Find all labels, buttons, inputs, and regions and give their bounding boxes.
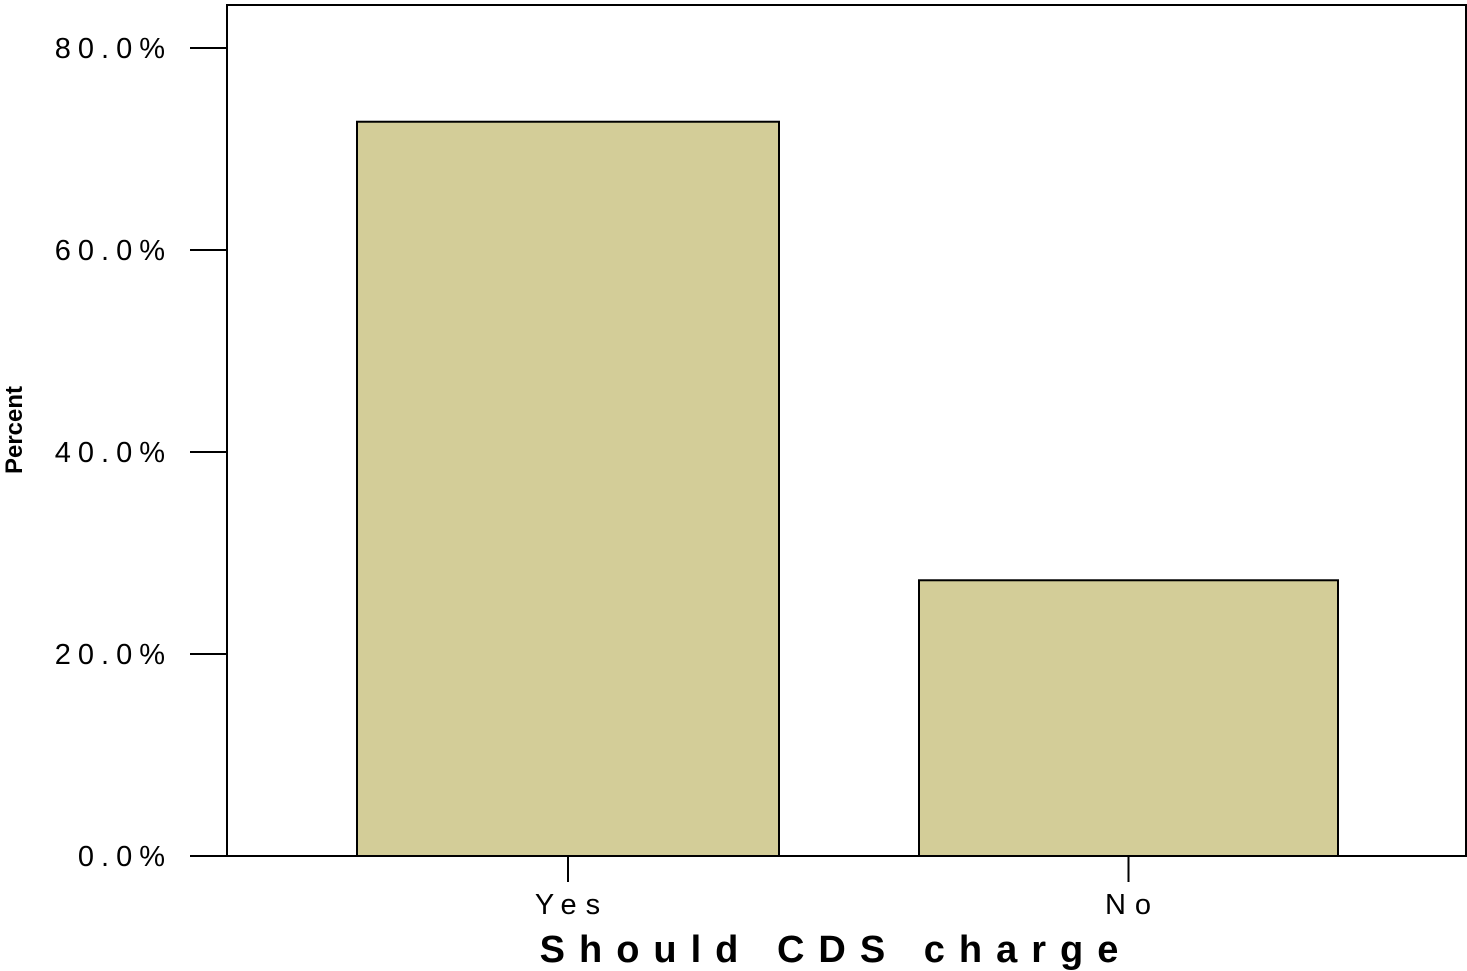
y-axis-ticks: 0.0% 20.0% 40.0% 60.0% 80.0% — [55, 33, 227, 873]
y-tick-label: 20.0% — [55, 639, 172, 671]
bars — [356, 120, 1339, 858]
y-tick-label: 60.0% — [55, 235, 172, 267]
y-tick-label: 80.0% — [55, 33, 172, 65]
x-axis-ticks: Yes No — [535, 856, 1160, 921]
y-tick-label: 0.0% — [78, 841, 172, 873]
x-tick-label: No — [1105, 889, 1160, 921]
x-tick-label: Yes — [535, 889, 609, 921]
y-axis-title: Percent — [1, 386, 28, 474]
bar-no — [918, 579, 1339, 858]
x-axis-title: Should CDS charge — [540, 929, 1133, 971]
y-tick-label: 40.0% — [55, 437, 172, 469]
bar-yes — [356, 120, 780, 858]
